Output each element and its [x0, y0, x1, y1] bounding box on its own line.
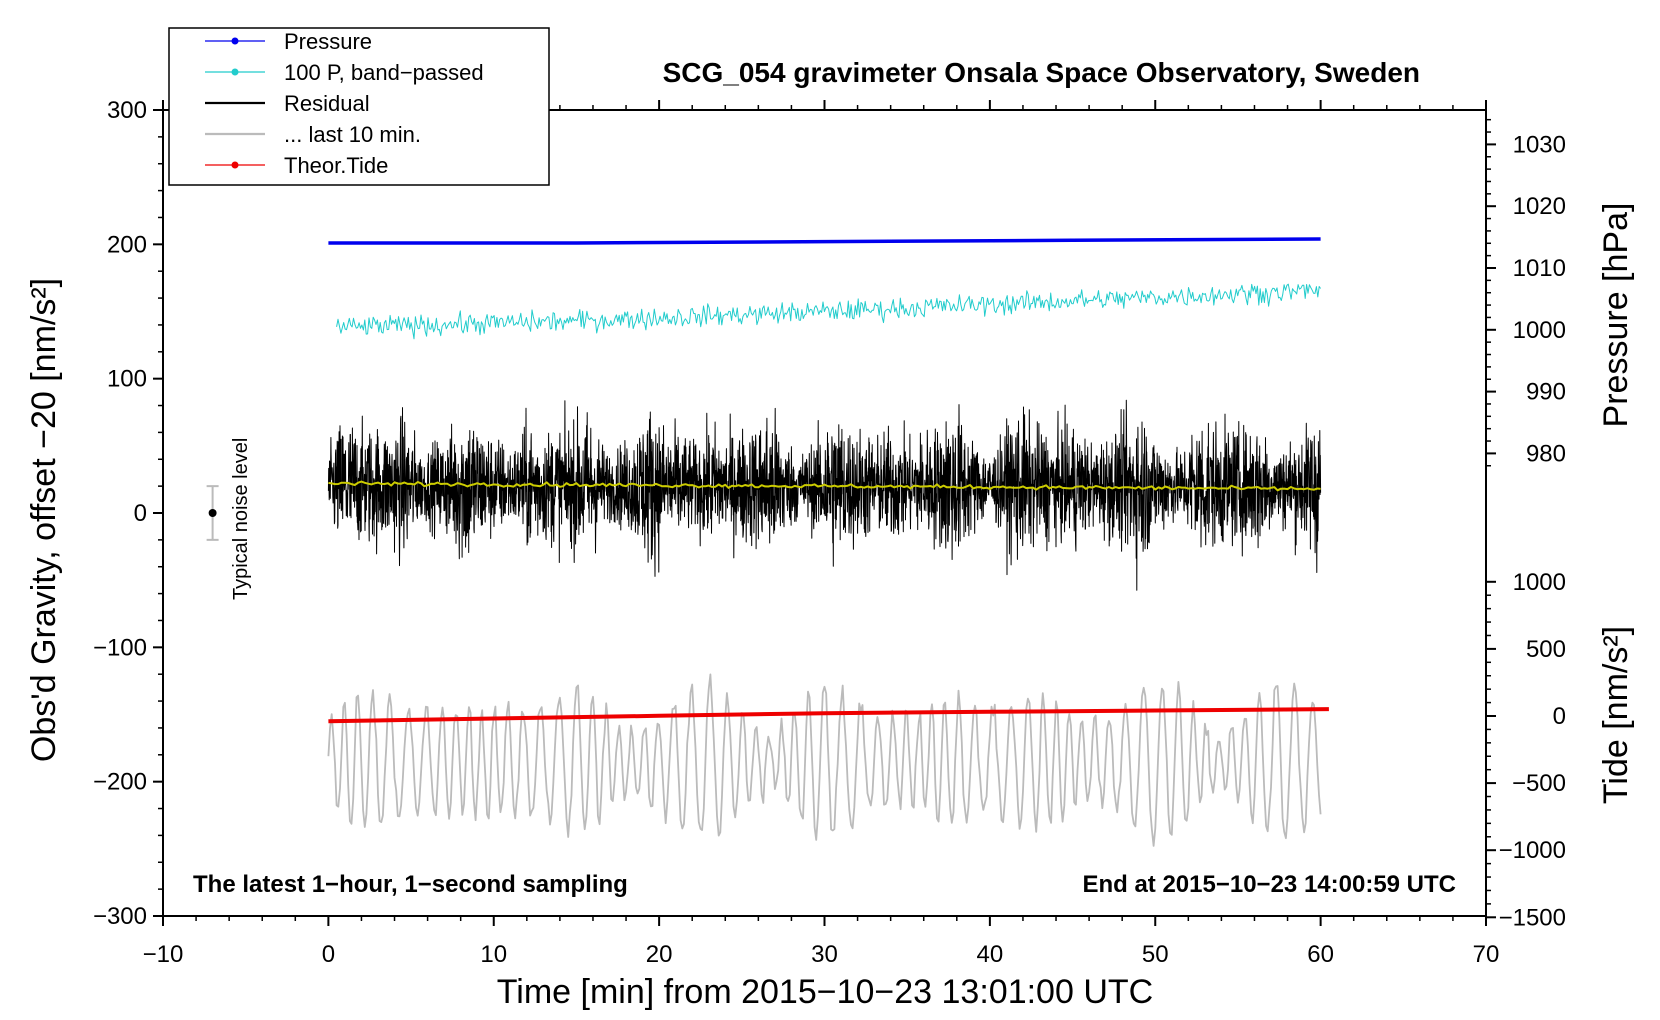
legend-label: ... last 10 min. — [284, 122, 421, 147]
end-time-annotation: End at 2015−10−23 14:00:59 UTC — [1082, 871, 1456, 898]
residual-smoothed-line — [328, 480, 1321, 492]
x-tick-label: 50 — [1142, 941, 1169, 968]
x-tick-label: 20 — [646, 941, 673, 968]
pressure-series — [328, 237, 1321, 245]
tide-tick-label: 1000 — [1513, 569, 1566, 596]
x-tick-label: 60 — [1307, 941, 1334, 968]
legend-box — [168, 27, 550, 186]
y-tick-label: 0 — [134, 500, 147, 527]
noise-level-label: Typical noise level — [230, 438, 252, 600]
x-tick-label: 0 — [322, 941, 335, 968]
residual-series — [327, 399, 1322, 591]
band-passed-pressure-series — [336, 283, 1322, 340]
y-tick-label: −200 — [93, 769, 147, 796]
y-tick-label: 100 — [107, 366, 147, 393]
tide-tick-label: 500 — [1526, 636, 1566, 663]
legend: Pressure 100 P, band−passed Residual ... la… — [168, 27, 550, 186]
y-tick-label: 200 — [107, 231, 147, 258]
legend-swatch-marker — [231, 37, 239, 45]
pressure-tick-label: 1010 — [1513, 255, 1566, 282]
sampling-annotation: The latest 1−hour, 1−second sampling — [193, 871, 628, 898]
legend-swatch-marker — [231, 161, 239, 169]
noise-point — [208, 509, 217, 517]
legend-label: Theor.Tide — [284, 153, 388, 178]
y-axis-left-label: Obs'd Gravity, offset −20 [nm/s²] — [25, 278, 63, 762]
tide-tick-label: −1000 — [1499, 837, 1566, 864]
x-tick-label: 40 — [977, 941, 1004, 968]
x-tick-label: 70 — [1473, 941, 1500, 968]
x-tick-label: 10 — [480, 941, 507, 968]
legend-label: 100 P, band−passed — [284, 60, 484, 85]
last-10-min-line — [327, 673, 1322, 847]
pressure-tick-label: 990 — [1526, 379, 1566, 406]
band-passed-line — [336, 283, 1322, 340]
pressure-axis-ticks: 1030 1020 1010 1000 990 980 — [1486, 118, 1566, 467]
x-axis-label: Time [min] from 2015−10−23 13:01:00 UTC — [497, 973, 1153, 1011]
legend-swatch-marker — [231, 68, 239, 76]
y-tick-label: −100 — [93, 634, 147, 661]
tide-axis-ticks: 1000 500 0 −500 −1000 −1500 — [1486, 569, 1566, 931]
tide-axis-label: Tide [nm/s²] — [1597, 626, 1635, 804]
x-tick-label: 30 — [811, 941, 838, 968]
pressure-line — [328, 237, 1321, 245]
chart-title: SCG_054 gravimeter Onsala Space Observat… — [663, 57, 1420, 88]
residual-smoothed-series — [328, 480, 1321, 492]
last-10-min-series — [327, 673, 1322, 847]
pressure-tick-label: 1020 — [1513, 193, 1566, 220]
x-tick-label: −10 — [143, 941, 184, 968]
y-axis-left-ticks: 300 200 100 0 −100 −200 −300 — [93, 97, 163, 930]
pressure-axis-label: Pressure [hPa] — [1597, 203, 1635, 428]
theor-tide-line — [328, 707, 1329, 724]
y-tick-label: −300 — [93, 903, 147, 930]
tide-tick-label: −1500 — [1499, 904, 1566, 931]
theor-tide-series — [328, 707, 1329, 724]
tide-tick-label: 0 — [1553, 703, 1566, 730]
pressure-tick-label: 1000 — [1513, 317, 1566, 344]
legend-label: Residual — [284, 91, 370, 116]
noise-level-marker — [206, 485, 219, 541]
tide-tick-label: −500 — [1512, 770, 1566, 797]
legend-label: Pressure — [284, 29, 372, 54]
pressure-tick-label: 980 — [1526, 440, 1566, 467]
residual-line — [327, 399, 1322, 591]
pressure-tick-label: 1030 — [1513, 131, 1566, 158]
y-tick-label: 300 — [107, 97, 147, 124]
